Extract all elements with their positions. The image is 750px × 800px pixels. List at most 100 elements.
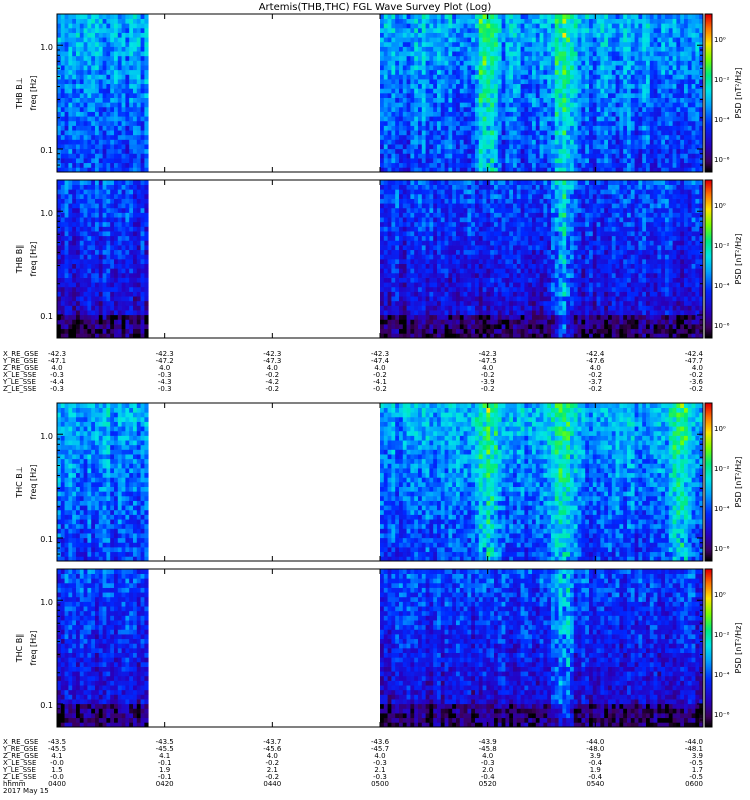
heatmap-cell — [505, 158, 510, 164]
heatmap-cell — [532, 65, 537, 71]
heatmap-cell — [547, 130, 552, 136]
heatmap-cell — [528, 55, 533, 61]
heatmap-cell — [505, 37, 510, 43]
heatmap-cell — [57, 60, 62, 66]
heatmap-cell — [380, 314, 385, 320]
heatmap-cell — [668, 60, 673, 66]
heatmap-cell — [486, 60, 491, 66]
heatmap-cell — [501, 14, 506, 19]
heatmap-cell — [687, 167, 692, 173]
heatmap-cell — [114, 14, 119, 19]
heatmap-cell — [410, 245, 415, 251]
heatmap-cell — [60, 106, 65, 112]
heatmap-cell — [459, 93, 464, 98]
heatmap-cell — [114, 296, 119, 302]
heatmap-cell — [87, 319, 92, 325]
heatmap-cell — [91, 158, 96, 164]
heatmap-cell — [76, 60, 81, 66]
heatmap-cell — [668, 111, 673, 117]
heatmap-cell — [383, 102, 388, 108]
heatmap-cell — [399, 268, 404, 274]
heatmap-cell — [547, 134, 552, 140]
heatmap-cell — [79, 305, 84, 311]
heatmap-cell — [402, 231, 407, 237]
heatmap-cell — [653, 120, 658, 126]
heatmap-cell — [433, 97, 438, 103]
heatmap-cell — [133, 162, 138, 168]
heatmap-cell — [471, 69, 476, 75]
heatmap-cell — [72, 125, 77, 131]
heatmap-cell — [98, 55, 103, 61]
heatmap-cell — [380, 319, 385, 325]
heatmap-cell — [91, 14, 96, 19]
heatmap-cell — [676, 139, 681, 145]
heatmap-cell — [387, 167, 392, 173]
heatmap-cell — [117, 14, 122, 19]
heatmap-cell — [577, 125, 582, 131]
heatmap-cell — [657, 55, 662, 61]
heatmap-cell — [136, 221, 141, 227]
heatmap-cell — [581, 51, 586, 57]
heatmap-cell — [653, 106, 658, 112]
heatmap-cell — [64, 245, 69, 251]
heatmap-cell — [91, 106, 96, 112]
heatmap-cell — [581, 74, 586, 80]
heatmap-cell — [387, 310, 392, 316]
heatmap-cell — [494, 69, 499, 75]
heatmap-cell — [106, 324, 111, 330]
heatmap-cell — [57, 203, 62, 209]
heatmap-cell — [642, 88, 647, 94]
heatmap-cell — [121, 41, 126, 47]
heatmap-cell — [566, 14, 571, 19]
heatmap-cell — [380, 324, 385, 330]
heatmap-cell — [600, 23, 605, 29]
heatmap-cell — [475, 130, 480, 136]
colorbar-swatch — [705, 120, 712, 123]
heatmap-cell — [642, 120, 647, 126]
heatmap-cell — [486, 134, 491, 140]
heatmap-cell — [570, 120, 575, 126]
heatmap-cell — [528, 83, 533, 89]
heatmap-cell — [437, 41, 442, 47]
heatmap-cell — [57, 221, 62, 227]
colorbar-swatch — [705, 158, 712, 161]
heatmap-cell — [699, 18, 704, 24]
panel-thb-bpar: 1.0 0.1 THB B∥ freq [Hz] PSD [nT²/Hz] 10… — [15, 179, 743, 339]
heatmap-cell — [516, 102, 521, 108]
heatmap-cell — [566, 83, 571, 89]
heatmap-cell — [414, 226, 419, 232]
heatmap-cell — [79, 184, 84, 190]
heatmap-cell — [566, 74, 571, 80]
heatmap-cell — [623, 51, 628, 57]
heatmap-cell — [418, 37, 423, 43]
heatmap-cell — [387, 37, 392, 43]
heatmap-cell — [79, 134, 84, 140]
heatmap-cell — [106, 333, 111, 339]
heatmap-cell — [421, 139, 426, 145]
heatmap-cell — [581, 148, 586, 154]
heatmap-cell — [387, 263, 392, 269]
heatmap-cell — [668, 144, 673, 150]
heatmap-cell — [395, 231, 400, 237]
heatmap-cell — [649, 134, 654, 140]
heatmap-cell — [520, 111, 525, 117]
heatmap-cell — [452, 79, 457, 85]
heatmap-cell — [657, 23, 662, 29]
heatmap-cell — [482, 120, 487, 126]
heatmap-cell — [475, 102, 480, 108]
heatmap-cell — [133, 125, 138, 131]
heatmap-cell — [554, 162, 559, 168]
heatmap-cell — [615, 88, 620, 94]
heatmap-cell — [596, 130, 601, 136]
heatmap-cell — [665, 148, 670, 154]
heatmap-cell — [406, 32, 411, 38]
heatmap-cell — [125, 32, 130, 38]
heatmap-cell — [395, 207, 400, 213]
heatmap-cell — [585, 32, 590, 38]
heatmap-cell — [72, 148, 77, 154]
heatmap-cell — [421, 102, 426, 108]
heatmap-cell — [380, 282, 385, 288]
heatmap-cell — [437, 134, 442, 140]
heatmap-cell — [566, 93, 571, 98]
heatmap-cell — [114, 226, 119, 232]
